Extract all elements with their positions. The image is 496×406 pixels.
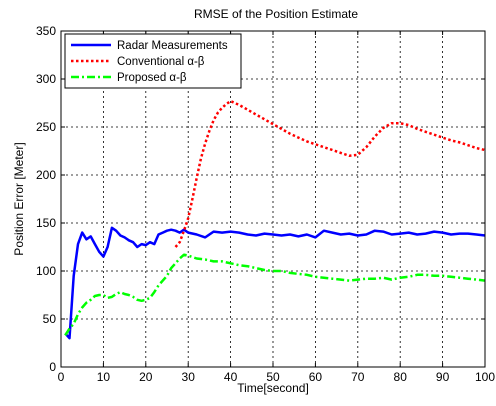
- series-line-radar-measurements: [64, 226, 486, 340]
- y-tick-label: 0: [49, 360, 56, 374]
- x-tick-label: 30: [182, 370, 196, 384]
- legend-label-radar: Radar Measurements: [117, 40, 228, 52]
- y-tick-label: 200: [36, 168, 56, 182]
- x-tick-label: 20: [139, 370, 153, 384]
- y-tick-label: 300: [36, 72, 56, 86]
- x-tick-label: 50: [266, 370, 280, 384]
- x-tick-label: 100: [475, 370, 495, 384]
- y-tick-label: 50: [43, 312, 57, 326]
- legend-label-conventional: Conventional α-β: [117, 56, 205, 68]
- x-tick-label: 40: [224, 370, 238, 384]
- ticks-layer: 0 10 20 30 40 50 60 70 80 90 100 0 50 100 150 200 250 300…: [36, 24, 495, 384]
- x-tick-label: 80: [394, 370, 408, 384]
- x-tick-label: 90: [436, 370, 450, 384]
- series-layer: [64, 99, 486, 340]
- x-tick-label: 60: [309, 370, 323, 384]
- x-tick-label: 0: [58, 370, 65, 384]
- y-axis-label: Position Error [Meter]: [12, 142, 26, 255]
- y-tick-label: 100: [36, 264, 56, 278]
- series-line-proposed-alpha-beta: [64, 253, 486, 336]
- chart-title: RMSE of the Position Estimate: [194, 7, 358, 21]
- legend-label-proposed: Proposed α-β: [117, 72, 187, 84]
- y-tick-label: 150: [36, 216, 56, 230]
- series-line-conventional-alpha-beta: [174, 99, 486, 248]
- x-tick-label: 10: [97, 370, 111, 384]
- x-axis-label: Time[second]: [237, 381, 309, 395]
- y-tick-label: 350: [36, 24, 56, 38]
- x-tick-label: 70: [351, 370, 365, 384]
- legend-box: [64, 33, 242, 89]
- legend: Radar Measurements Conventional α-β Prop…: [64, 33, 242, 89]
- y-tick-label: 250: [36, 120, 56, 134]
